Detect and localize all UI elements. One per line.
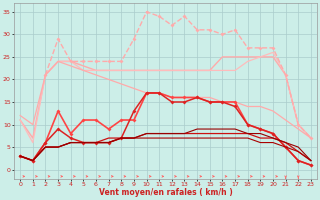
X-axis label: Vent moyen/en rafales ( km/h ): Vent moyen/en rafales ( km/h ) [99, 188, 232, 197]
